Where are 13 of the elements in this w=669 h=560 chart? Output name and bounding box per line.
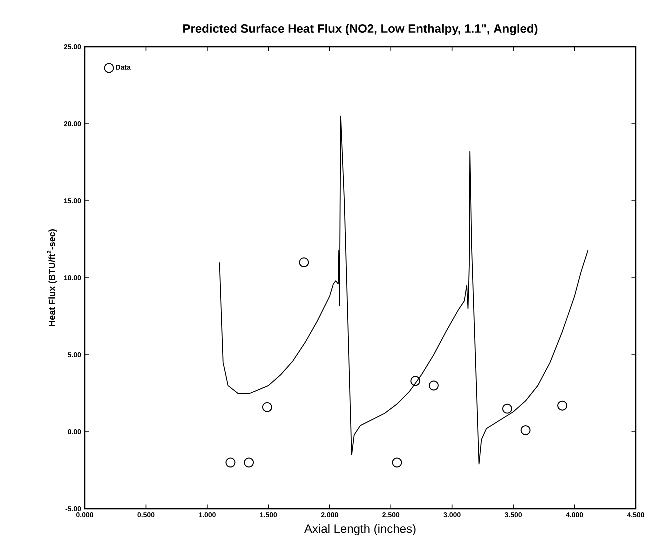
point (244, 458, 254, 468)
point (428, 380, 439, 391)
point (558, 400, 568, 411)
chart-title: Predicted Surface Heat Flux (NO2, Low Enthalpy, 1.1", Angled) (184, 24, 538, 36)
point (392, 458, 402, 468)
y-axis-title: Heat Flux (BTU/ft$^{2}$-sec) (47, 230, 58, 326)
x-axis-title: Axial Length (inches) (304, 524, 416, 536)
point (410, 376, 421, 386)
point (520, 425, 531, 436)
point (226, 458, 236, 468)
point (299, 258, 310, 268)
point (502, 404, 512, 414)
point (262, 402, 272, 412)
